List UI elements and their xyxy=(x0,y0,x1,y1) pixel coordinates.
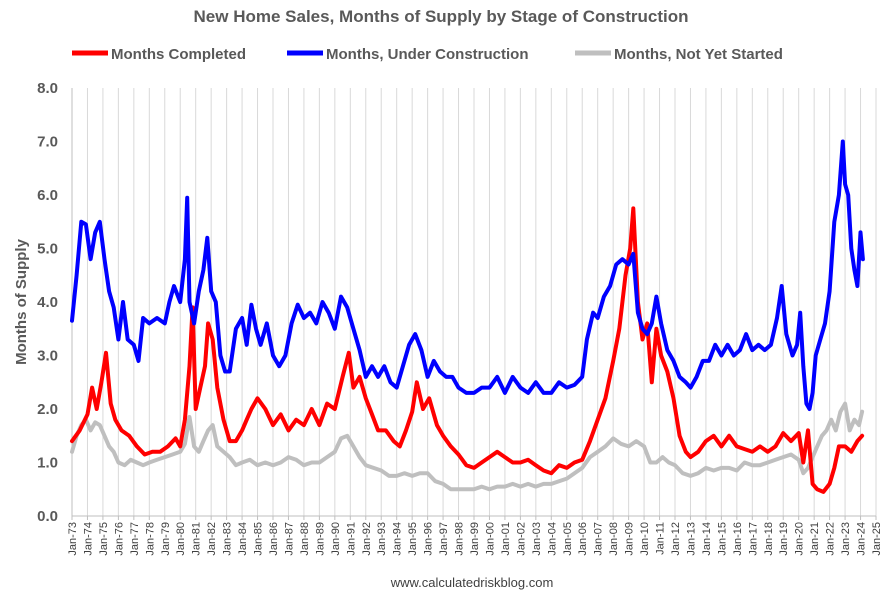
x-tick-label: Jan-24 xyxy=(856,522,868,556)
x-tick-label: Jan-75 xyxy=(98,522,110,556)
y-tick-label: 5.0 xyxy=(37,241,58,258)
x-tick-label: Jan-25 xyxy=(871,522,882,556)
x-tick-label: Jan-94 xyxy=(392,522,404,556)
x-tick-label: Jan-09 xyxy=(624,522,636,556)
x-tick-label: Jan-97 xyxy=(438,522,450,556)
x-tick-label: Jan-86 xyxy=(268,522,280,556)
x-tick-label: Jan-79 xyxy=(160,522,172,556)
gridlines xyxy=(86,88,877,516)
y-axis-label: Months of Supply xyxy=(13,238,30,364)
x-tick-label: Jan-77 xyxy=(129,522,141,556)
y-tick-label: 8.0 xyxy=(37,80,58,97)
x-tick-label: Jan-17 xyxy=(747,522,759,556)
x-tick-label: Jan-99 xyxy=(469,522,481,556)
chart-title: New Home Sales, Months of Supply by Stag… xyxy=(194,7,689,26)
x-tick-label: Jan-81 xyxy=(191,522,203,556)
series-line-completed xyxy=(70,206,865,494)
x-tick-label: Jan-16 xyxy=(732,522,744,556)
x-tick-label: Jan-21 xyxy=(809,522,821,556)
x-tick-label: Jan-08 xyxy=(608,522,620,556)
x-tick-label: Jan-93 xyxy=(376,522,388,556)
x-tick-label: Jan-20 xyxy=(794,522,806,556)
series-line-not-yet-started xyxy=(70,401,865,492)
x-tick-label: Jan-80 xyxy=(175,522,187,556)
x-tick-label: Jan-18 xyxy=(763,522,775,556)
x-tick-label: Jan-87 xyxy=(283,522,295,556)
x-tick-label: Jan-22 xyxy=(825,522,837,556)
x-tick-label: Jan-14 xyxy=(701,522,713,556)
series-lines xyxy=(70,139,865,494)
x-tick-label: Jan-12 xyxy=(670,522,682,556)
x-tick-label: Jan-01 xyxy=(500,522,512,556)
x-tick-label: Jan-10 xyxy=(639,522,651,556)
series-line-under-construction xyxy=(70,139,865,411)
y-tick-label: 7.0 xyxy=(37,134,58,151)
x-tick-label: Jan-11 xyxy=(655,522,667,555)
x-tick-label: Jan-78 xyxy=(144,522,156,556)
y-tick-label: 0.0 xyxy=(37,508,58,525)
x-tick-label: Jan-76 xyxy=(113,522,125,556)
x-tick-label: Jan-13 xyxy=(685,522,697,556)
legend-item-completed: Months Completed xyxy=(72,46,246,63)
legend-item-under-construction: Months, Under Construction xyxy=(287,46,529,63)
x-tick-label: Jan-74 xyxy=(82,522,94,556)
x-tick-label: Jan-03 xyxy=(531,522,543,556)
x-tick-label: Jan-19 xyxy=(778,522,790,556)
x-tick-label: Jan-05 xyxy=(562,522,574,556)
x-tick-label: Jan-85 xyxy=(253,522,265,556)
x-tick-label: Jan-82 xyxy=(206,522,218,556)
y-tick-label: 3.0 xyxy=(37,348,58,365)
y-tick-label: 1.0 xyxy=(37,455,58,472)
source-credit: www.calculatedriskblog.com xyxy=(390,575,554,590)
x-tick-label: Jan-91 xyxy=(345,522,357,556)
x-tick-label: Jan-96 xyxy=(423,522,435,556)
x-tick-label: Jan-23 xyxy=(840,522,852,556)
x-tick-label: Jan-04 xyxy=(546,522,558,556)
y-tick-label: 6.0 xyxy=(37,187,58,204)
x-tick-label: Jan-95 xyxy=(407,522,419,556)
y-tick-label: 2.0 xyxy=(37,401,58,418)
x-tick-label: Jan-83 xyxy=(222,522,234,556)
legend-label-completed: Months Completed xyxy=(111,46,246,63)
x-tick-label: Jan-07 xyxy=(593,522,605,556)
x-tick-label: Jan-15 xyxy=(716,522,728,556)
legend-item-not-yet-started: Months, Not Yet Started xyxy=(575,46,783,63)
x-tick-label: Jan-02 xyxy=(515,522,527,556)
x-axis-ticks: Jan-73 Jan-74 Jan-75 Jan-76 Jan-77 Jan-78 Jan-… xyxy=(67,516,882,556)
legend-label-not-yet-started: Months, Not Yet Started xyxy=(614,46,783,63)
legend-label-under-construction: Months, Under Construction xyxy=(326,46,529,63)
x-tick-label: Jan-88 xyxy=(299,522,311,556)
y-axis-ticks: 0.0 1.0 2.0 3.0 4.0 5.0 6.0 7.0 8.0 xyxy=(37,80,58,525)
legend: Months Completed Months, Under Construct… xyxy=(72,46,783,63)
x-tick-label: Jan-92 xyxy=(361,522,373,556)
x-tick-label: Jan-73 xyxy=(67,522,79,556)
y-tick-label: 4.0 xyxy=(37,294,58,311)
x-tick-label: Jan-00 xyxy=(484,522,496,556)
x-tick-label: Jan-98 xyxy=(454,522,466,556)
x-tick-label: Jan-90 xyxy=(330,522,342,556)
x-tick-label: Jan-84 xyxy=(237,522,249,556)
x-tick-label: Jan-89 xyxy=(314,522,326,556)
x-tick-label: Jan-06 xyxy=(577,522,589,556)
